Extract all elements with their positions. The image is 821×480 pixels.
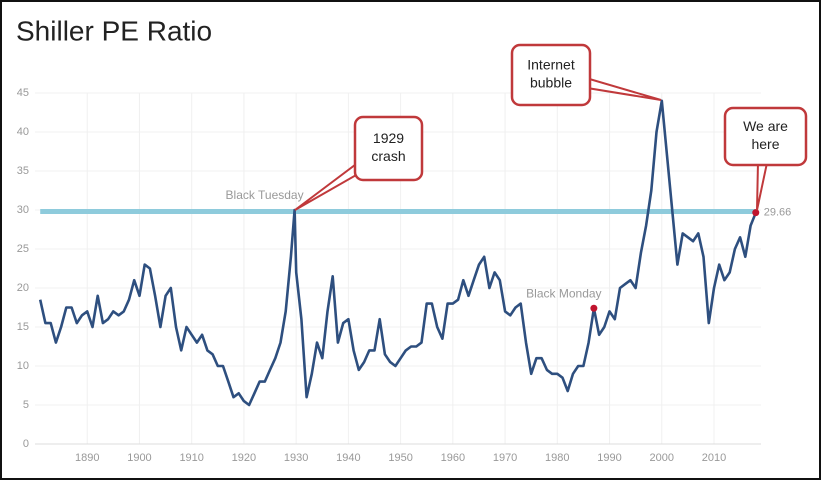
pe-line [38,99,758,407]
y-tick-label: 25 [17,243,29,255]
y-tick-label: 10 [17,360,29,372]
callout-text: 1929 [373,130,404,146]
x-tick-label: 1890 [75,452,99,464]
callout-text: here [751,136,779,152]
callout: We are here [723,106,808,211]
chart-title: Shiller PE Ratio [16,15,212,46]
x-tick-label: 1920 [232,452,256,464]
end-marker [752,209,760,217]
y-tick-label: 40 [17,126,29,138]
annotation: Black Monday [526,286,601,300]
x-tick-label: 1990 [597,452,621,464]
y-tick-label: 5 [23,399,29,411]
end-label: 29.66 [764,207,792,219]
callout-text: crash [371,148,405,164]
x-tick-label: 1930 [284,452,308,464]
x-tick-label: 1950 [388,452,412,464]
callout-text: Internet [527,57,575,73]
y-tick-label: 15 [17,321,29,333]
y-tick-label: 20 [17,282,29,294]
y-tick-label: 30 [17,204,29,216]
event-marker [590,304,598,312]
annotation: Black Tuesday [226,188,304,202]
x-tick-label: 2010 [702,452,726,464]
callout-cover [356,118,421,179]
x-tick-label: 1940 [336,452,360,464]
x-tick-label: 1980 [545,452,569,464]
x-tick-label: 2000 [650,452,674,464]
callout-text: bubble [530,75,572,91]
callout: Internet bubble [510,43,662,107]
callout-cover [726,109,805,164]
x-tick-label: 1910 [179,452,203,464]
x-tick-label: 1900 [127,452,151,464]
x-tick-label: 1970 [493,452,517,464]
x-tick-label: 1960 [441,452,465,464]
callout-text: We are [743,118,788,134]
callout-cover [513,46,589,104]
y-tick-label: 0 [23,438,29,450]
y-tick-label: 45 [17,87,29,99]
y-tick-label: 35 [17,165,29,177]
callout: 1929 crash [294,115,424,211]
